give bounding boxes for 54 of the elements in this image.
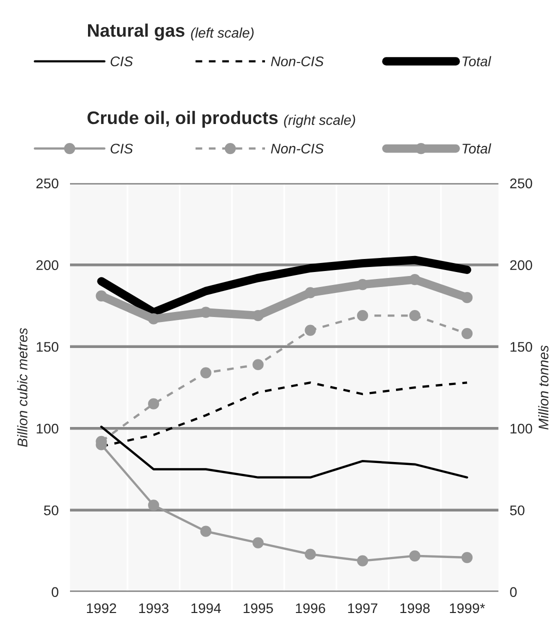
point	[148, 500, 160, 511]
x-tick-label: 1998	[400, 603, 430, 614]
point	[252, 310, 264, 322]
point	[462, 328, 473, 340]
point	[304, 548, 316, 560]
point	[462, 292, 473, 304]
point	[409, 310, 420, 322]
y-tick-label: 250	[36, 178, 58, 188]
x-tick-label: 1999*	[450, 603, 485, 614]
y-tick-label: 200	[36, 260, 58, 270]
point	[252, 537, 264, 548]
y2-tick-label: 200	[510, 260, 532, 270]
y2-tick-label: 0	[510, 587, 517, 598]
y-tick-label: 0	[52, 587, 58, 598]
y-tick-label: 150	[36, 342, 58, 352]
y2-tick-label: 150	[510, 342, 532, 352]
y2-tick-label: 250	[510, 178, 532, 188]
text: Natural gas	[88, 24, 184, 40]
point	[409, 550, 420, 562]
point	[200, 367, 212, 378]
legend-label: Non-CIS	[270, 56, 324, 66]
text: Crude oil, oil products	[88, 110, 278, 128]
text: (right scale)	[284, 114, 356, 128]
x-tick-label: 1993	[139, 603, 168, 614]
y2-tick-label: 50	[510, 505, 524, 516]
point	[252, 359, 264, 370]
point	[357, 555, 368, 566]
point	[462, 552, 473, 564]
x-tick-label: 1994	[191, 603, 221, 614]
point	[409, 274, 420, 286]
point	[357, 278, 368, 290]
x-tick-label: 1992	[86, 603, 116, 614]
y2-axis-title: Million tonnes	[538, 345, 548, 430]
legend-label: CIS	[110, 144, 133, 154]
y-tick-label: 100	[36, 424, 58, 434]
point	[200, 526, 212, 537]
legend-label: Non-CIS	[270, 144, 324, 154]
y-axis-title: Billion cubic metres	[17, 328, 28, 447]
legend-label: CIS	[110, 56, 133, 66]
point	[304, 324, 316, 336]
x-tick-label: 1995	[244, 603, 273, 614]
y-tick-label: 50	[44, 505, 58, 516]
legend-label: Total	[462, 143, 492, 154]
x-tick-label: 1996	[296, 603, 326, 614]
point	[148, 313, 160, 324]
point	[200, 306, 212, 318]
point	[96, 290, 107, 302]
point	[148, 398, 160, 410]
point	[357, 310, 368, 322]
point	[304, 287, 316, 298]
legend-label: Total	[462, 56, 492, 66]
text: (left scale)	[191, 28, 254, 40]
x-tick-label: 1997	[348, 603, 378, 614]
y2-tick-label: 100	[510, 424, 532, 434]
